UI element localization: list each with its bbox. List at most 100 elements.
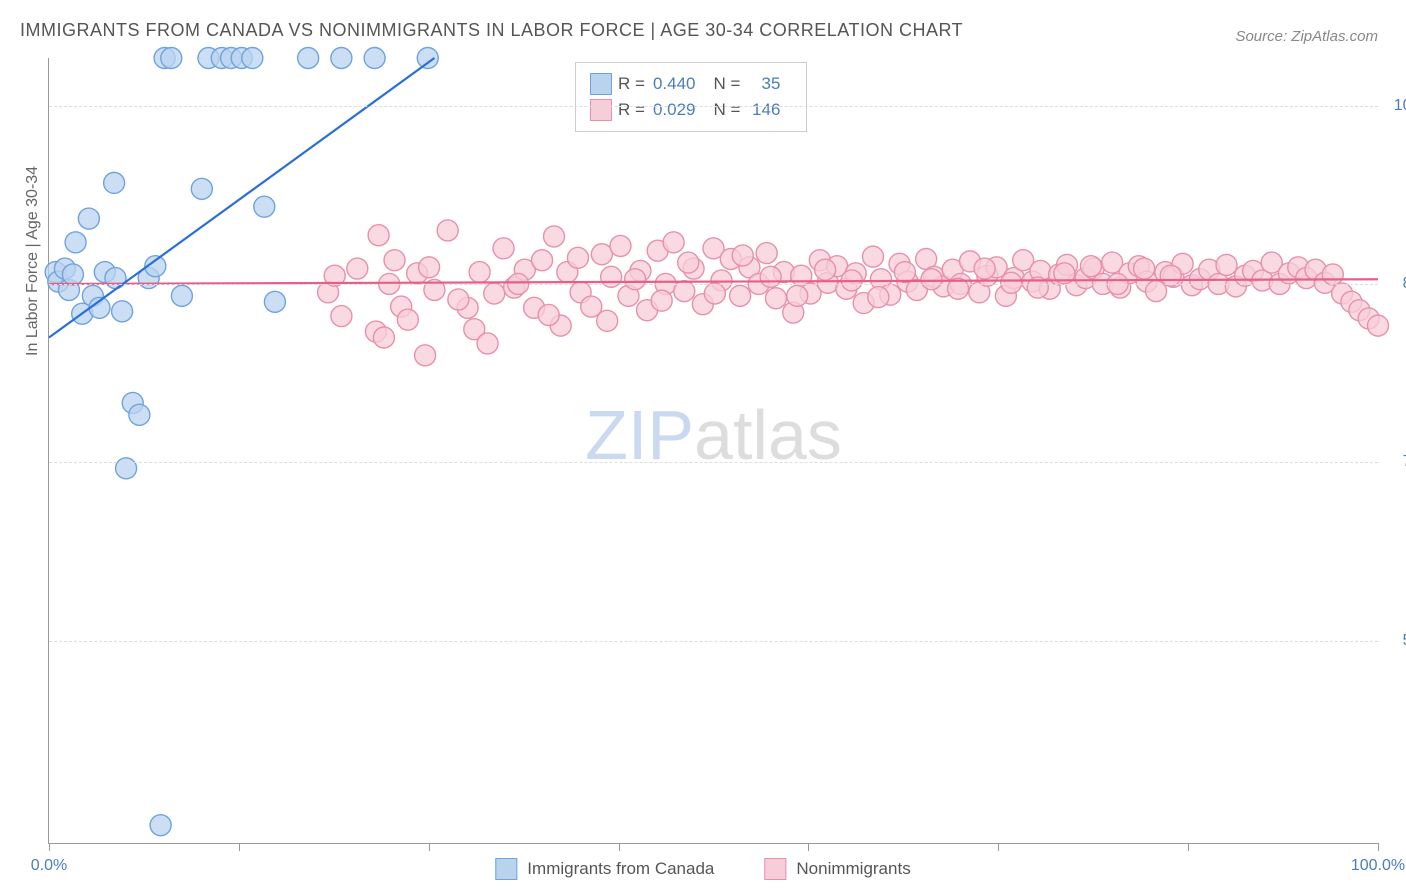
- data-point: [544, 226, 565, 247]
- scatter-plot-svg: [49, 58, 1378, 843]
- data-point: [298, 48, 319, 69]
- data-point: [921, 269, 942, 290]
- data-point: [78, 208, 99, 229]
- gridline: [49, 641, 1378, 642]
- gridline: [49, 106, 1378, 107]
- xtick-label: 100.0%: [1351, 857, 1405, 875]
- data-point: [242, 48, 263, 69]
- data-point: [538, 304, 559, 325]
- data-point: [331, 306, 352, 327]
- data-point: [625, 269, 646, 290]
- r-label: R =: [618, 74, 645, 94]
- data-point: [373, 327, 394, 348]
- ytick-label: 100.0%: [1388, 97, 1406, 115]
- data-point: [663, 232, 684, 253]
- data-point: [591, 244, 612, 265]
- data-point: [756, 243, 777, 264]
- r-label: R =: [618, 100, 645, 120]
- swatch-a-icon: [590, 73, 612, 95]
- legend-label-a: Immigrants from Canada: [527, 859, 714, 879]
- r-value-b: 0.029: [653, 100, 696, 120]
- ytick-label: 85.0%: [1388, 275, 1406, 293]
- stats-row-b: R = 0.029 N = 146: [590, 97, 792, 123]
- data-point: [493, 238, 514, 259]
- data-point: [397, 309, 418, 330]
- data-point: [437, 220, 458, 241]
- data-point: [1080, 256, 1101, 277]
- data-point: [417, 48, 438, 69]
- xtick-label: 0.0%: [31, 857, 67, 875]
- data-point: [732, 245, 753, 266]
- data-point: [368, 225, 389, 246]
- data-point: [384, 250, 405, 271]
- stats-legend: R = 0.440 N = 35 R = 0.029 N = 146: [575, 62, 807, 132]
- data-point: [150, 815, 171, 836]
- series-legend: Immigrants from Canada Nonimmigrants: [495, 858, 910, 880]
- data-point: [264, 291, 285, 312]
- data-point: [815, 259, 836, 280]
- data-point: [1368, 315, 1389, 336]
- n-label: N =: [713, 100, 740, 120]
- data-point: [730, 285, 751, 306]
- data-point: [477, 333, 498, 354]
- n-label: N =: [713, 74, 740, 94]
- data-point: [1134, 258, 1155, 279]
- xtick: [998, 843, 999, 851]
- chart-title: IMMIGRANTS FROM CANADA VS NONIMMIGRANTS …: [20, 20, 963, 41]
- legend-item-b: Nonimmigrants: [764, 858, 910, 880]
- n-value-b: 146: [748, 100, 780, 120]
- n-value-a: 35: [748, 74, 780, 94]
- data-point: [419, 257, 440, 278]
- swatch-a-icon: [495, 858, 517, 880]
- swatch-b-icon: [764, 858, 786, 880]
- data-point: [116, 458, 137, 479]
- swatch-b-icon: [590, 99, 612, 121]
- data-point: [469, 262, 490, 283]
- data-point: [787, 285, 808, 306]
- data-point: [862, 246, 883, 267]
- data-point: [191, 178, 212, 199]
- data-point: [1216, 254, 1237, 275]
- trend-line: [49, 58, 434, 338]
- data-point: [868, 287, 889, 308]
- xtick: [619, 843, 620, 851]
- data-point: [597, 310, 618, 331]
- data-point: [254, 196, 275, 217]
- r-value-a: 0.440: [653, 74, 696, 94]
- data-point: [1322, 264, 1343, 285]
- data-point: [364, 48, 385, 69]
- data-point: [704, 283, 725, 304]
- xtick: [1378, 843, 1379, 851]
- gridline: [49, 284, 1378, 285]
- data-point: [765, 288, 786, 309]
- data-point: [105, 268, 126, 289]
- ytick-label: 70.0%: [1388, 453, 1406, 471]
- legend-item-a: Immigrants from Canada: [495, 858, 714, 880]
- stats-row-a: R = 0.440 N = 35: [590, 71, 792, 97]
- data-point: [65, 232, 86, 253]
- data-point: [331, 48, 352, 69]
- ytick-label: 55.0%: [1388, 632, 1406, 650]
- data-point: [567, 247, 588, 268]
- data-point: [112, 301, 133, 322]
- source-label: Source: ZipAtlas.com: [1235, 28, 1378, 45]
- data-point: [532, 250, 553, 271]
- xtick: [239, 843, 240, 851]
- xtick: [808, 843, 809, 851]
- data-point: [415, 345, 436, 366]
- data-point: [347, 258, 368, 279]
- gridline: [49, 462, 1378, 463]
- data-point: [894, 262, 915, 283]
- data-point: [678, 252, 699, 273]
- data-point: [1001, 272, 1022, 293]
- data-point: [448, 289, 469, 310]
- data-point: [62, 264, 83, 285]
- y-axis-label: In Labor Force | Age 30-34: [24, 165, 42, 355]
- data-point: [161, 48, 182, 69]
- xtick: [1188, 843, 1189, 851]
- data-point: [610, 235, 631, 256]
- data-point: [171, 285, 192, 306]
- data-point: [129, 404, 150, 425]
- data-point: [104, 172, 125, 193]
- xtick: [429, 843, 430, 851]
